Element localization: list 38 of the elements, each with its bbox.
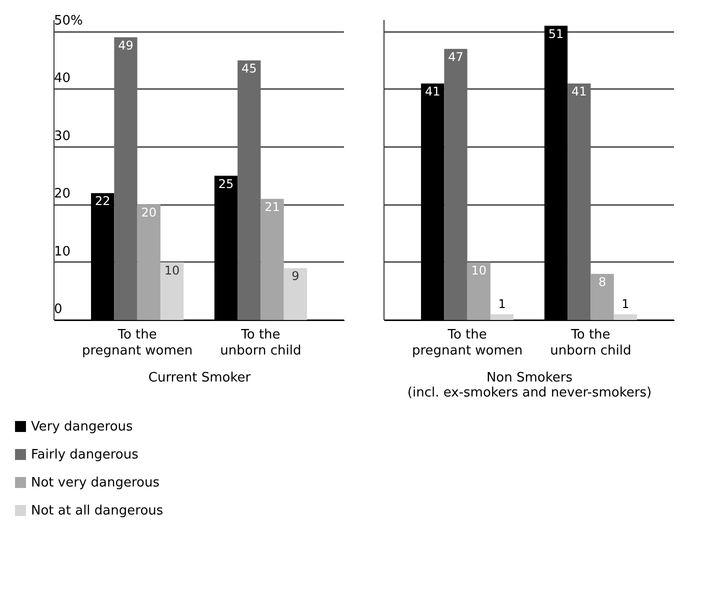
data-label: 10 — [164, 263, 180, 278]
bar — [467, 262, 490, 320]
data-label: 41 — [424, 84, 440, 98]
y-tick-label: 0 — [54, 302, 62, 317]
data-label: 45 — [241, 61, 257, 76]
bar — [590, 274, 614, 320]
data-label: 20 — [141, 206, 157, 220]
data-label: 10 — [471, 263, 487, 278]
y-tick-label: 50% — [54, 14, 83, 29]
data-label: 1 — [498, 297, 506, 312]
bar — [490, 314, 514, 320]
y-tick-label: 10 — [54, 244, 71, 260]
bar — [614, 314, 637, 320]
data-label: 9 — [292, 269, 300, 284]
bar — [444, 48, 468, 320]
data-label: 47 — [448, 50, 464, 64]
legend-label: Not very dangerous — [31, 476, 160, 490]
x-tick-label: To the pregnant women — [412, 328, 523, 358]
x-tick-label: To the unborn child — [550, 328, 632, 358]
data-label: 22 — [94, 194, 110, 208]
data-label: 25 — [218, 176, 234, 191]
data-label: 49 — [118, 38, 134, 52]
x-tick-label: To the pregnant women — [82, 328, 193, 358]
y-tick-label: 30 — [54, 128, 71, 144]
legend-label: Fairly dangerous — [31, 448, 139, 462]
x-axis-title: Current Smoker — [148, 370, 252, 386]
data-label: 21 — [264, 200, 280, 214]
data-label: 41 — [571, 84, 587, 98]
x-tick-label: To the unborn child — [220, 328, 302, 358]
legend-label: Very dangerous — [31, 420, 134, 434]
data-label: 8 — [598, 274, 606, 289]
legend-label: Not at all dangerous — [31, 504, 164, 518]
x-axis-title: Non Smokers (incl. ex-smokers and never-smokers) — [407, 370, 652, 400]
data-label: 51 — [548, 26, 564, 41]
y-tick-label: 20 — [54, 186, 71, 202]
bar — [568, 83, 591, 320]
y-tick-label: 40 — [54, 71, 71, 86]
data-label: 1 — [622, 297, 630, 312]
